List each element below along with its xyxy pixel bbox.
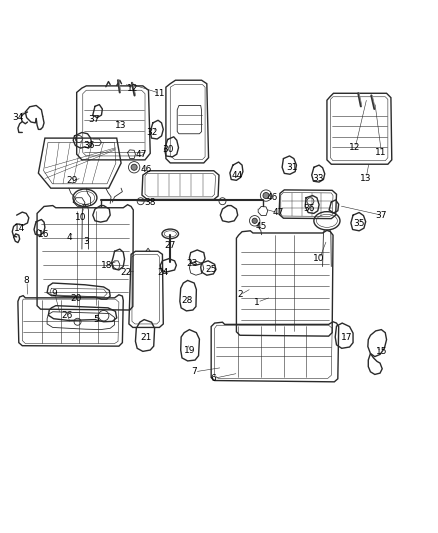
Text: 13: 13 [115,120,127,130]
Text: 7: 7 [191,367,197,376]
Text: 6: 6 [211,374,216,383]
Text: 45: 45 [255,222,267,231]
Text: 24: 24 [158,268,169,277]
Circle shape [263,192,269,199]
Text: 10: 10 [313,254,325,263]
Circle shape [252,218,257,223]
Text: 1: 1 [254,298,260,306]
Text: 37: 37 [88,115,99,124]
Circle shape [131,164,137,171]
Text: 19: 19 [184,345,195,354]
Text: 37: 37 [375,211,387,220]
Text: 13: 13 [360,174,371,183]
Text: 12: 12 [349,143,360,152]
Text: 20: 20 [71,294,82,303]
Text: 38: 38 [145,198,156,207]
Text: 32: 32 [147,128,158,137]
Text: 3: 3 [83,237,89,246]
Text: 31: 31 [286,163,297,172]
Text: 17: 17 [341,333,352,342]
Text: 28: 28 [181,295,193,304]
Text: 15: 15 [376,347,387,356]
Text: 12: 12 [127,84,138,93]
Text: 5: 5 [93,315,99,324]
Text: 35: 35 [353,220,365,228]
Text: 22: 22 [121,268,132,277]
Text: 36: 36 [304,204,315,213]
Text: 46: 46 [266,193,278,202]
Text: 11: 11 [375,148,387,157]
Text: 29: 29 [66,176,78,185]
Text: 2: 2 [237,290,243,300]
Text: 47: 47 [136,150,147,159]
Text: 44: 44 [232,172,243,181]
Text: 9: 9 [52,289,57,298]
Text: 36: 36 [84,141,95,150]
Text: 10: 10 [75,213,86,222]
Text: 8: 8 [24,277,29,285]
Text: 4: 4 [67,233,73,242]
Text: 33: 33 [312,174,324,183]
Text: 34: 34 [12,112,23,122]
Text: 11: 11 [154,89,165,98]
Text: 27: 27 [165,241,176,250]
Text: 47: 47 [273,208,284,217]
Text: 25: 25 [205,265,217,274]
Text: 23: 23 [186,259,197,268]
Text: 21: 21 [140,333,152,342]
Text: 16: 16 [38,230,49,239]
Text: 26: 26 [62,311,73,320]
Text: 14: 14 [14,224,25,233]
Text: 46: 46 [140,165,152,174]
Text: 30: 30 [162,146,173,155]
Text: 18: 18 [101,261,113,270]
